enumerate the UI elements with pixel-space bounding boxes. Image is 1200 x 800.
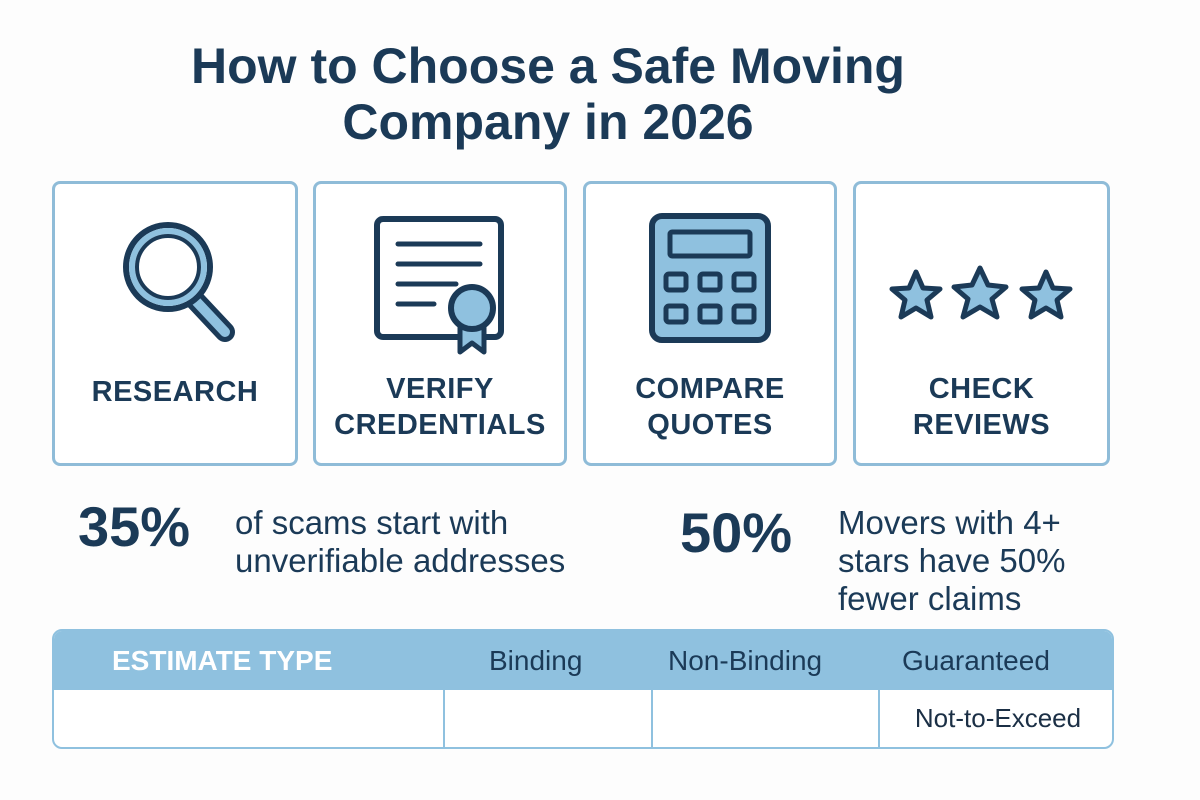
calculator-icon: [649, 213, 771, 343]
stat-text: Movers with 4+ stars have 50% fewer clai…: [838, 504, 1066, 617]
table-cell: [651, 690, 878, 747]
stat-value: 35%: [78, 495, 191, 558]
header-cell: Binding: [489, 645, 583, 676]
stat-value: 50%: [680, 501, 793, 564]
page-title: How to Choose a Safe Moving Company in 2…: [191, 38, 905, 150]
three-stars-icon: [889, 265, 1072, 320]
card-research: RESEARCH: [52, 181, 298, 466]
header-cell: ESTIMATE TYPE: [112, 645, 333, 676]
estimate-type-table: ESTIMATE TYPE Binding Non-Binding Guaran…: [52, 629, 1114, 749]
card-label: COMPARE QUOTES: [635, 373, 785, 441]
card-label: RESEARCH: [91, 376, 259, 408]
table-cell: [443, 690, 652, 747]
stat-text: of scams start with unverifiable address…: [235, 504, 566, 579]
certificate-icon: [374, 216, 504, 355]
card-compare-quotes: COMPARE QUOTES: [583, 181, 837, 466]
header-cell: Non-Binding: [668, 645, 823, 676]
magnifying-glass-icon: [123, 222, 235, 342]
table-cell: [54, 690, 445, 747]
card-verify-credentials: VERIFY CREDENTIALS: [313, 181, 567, 466]
table-cell: Not-to-Exceed: [878, 690, 1112, 747]
table-header: ESTIMATE TYPE Binding Non-Binding Guaran…: [54, 631, 1112, 690]
header-cell: Guaranteed: [902, 645, 1050, 676]
card-label: CHECK REVIEWS: [912, 373, 1051, 441]
card-label: VERIFY CREDENTIALS: [334, 373, 546, 441]
card-check-reviews: CHECK REVIEWS: [853, 181, 1110, 466]
